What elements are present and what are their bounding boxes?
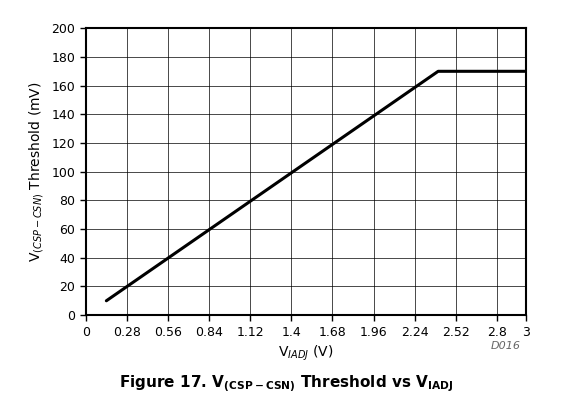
Text: Figure 17. V$_{\mathregular{(CSP-CSN)}}$ Threshold vs V$_{\mathregular{IADJ}}$: Figure 17. V$_{\mathregular{(CSP-CSN)}}$… bbox=[119, 373, 453, 394]
Y-axis label: V$_{(CSP-CSN)}$ Threshold (mV): V$_{(CSP-CSN)}$ Threshold (mV) bbox=[27, 81, 46, 262]
Text: D016: D016 bbox=[491, 341, 521, 351]
X-axis label: V$_{IADJ}$ (V): V$_{IADJ}$ (V) bbox=[279, 344, 333, 363]
